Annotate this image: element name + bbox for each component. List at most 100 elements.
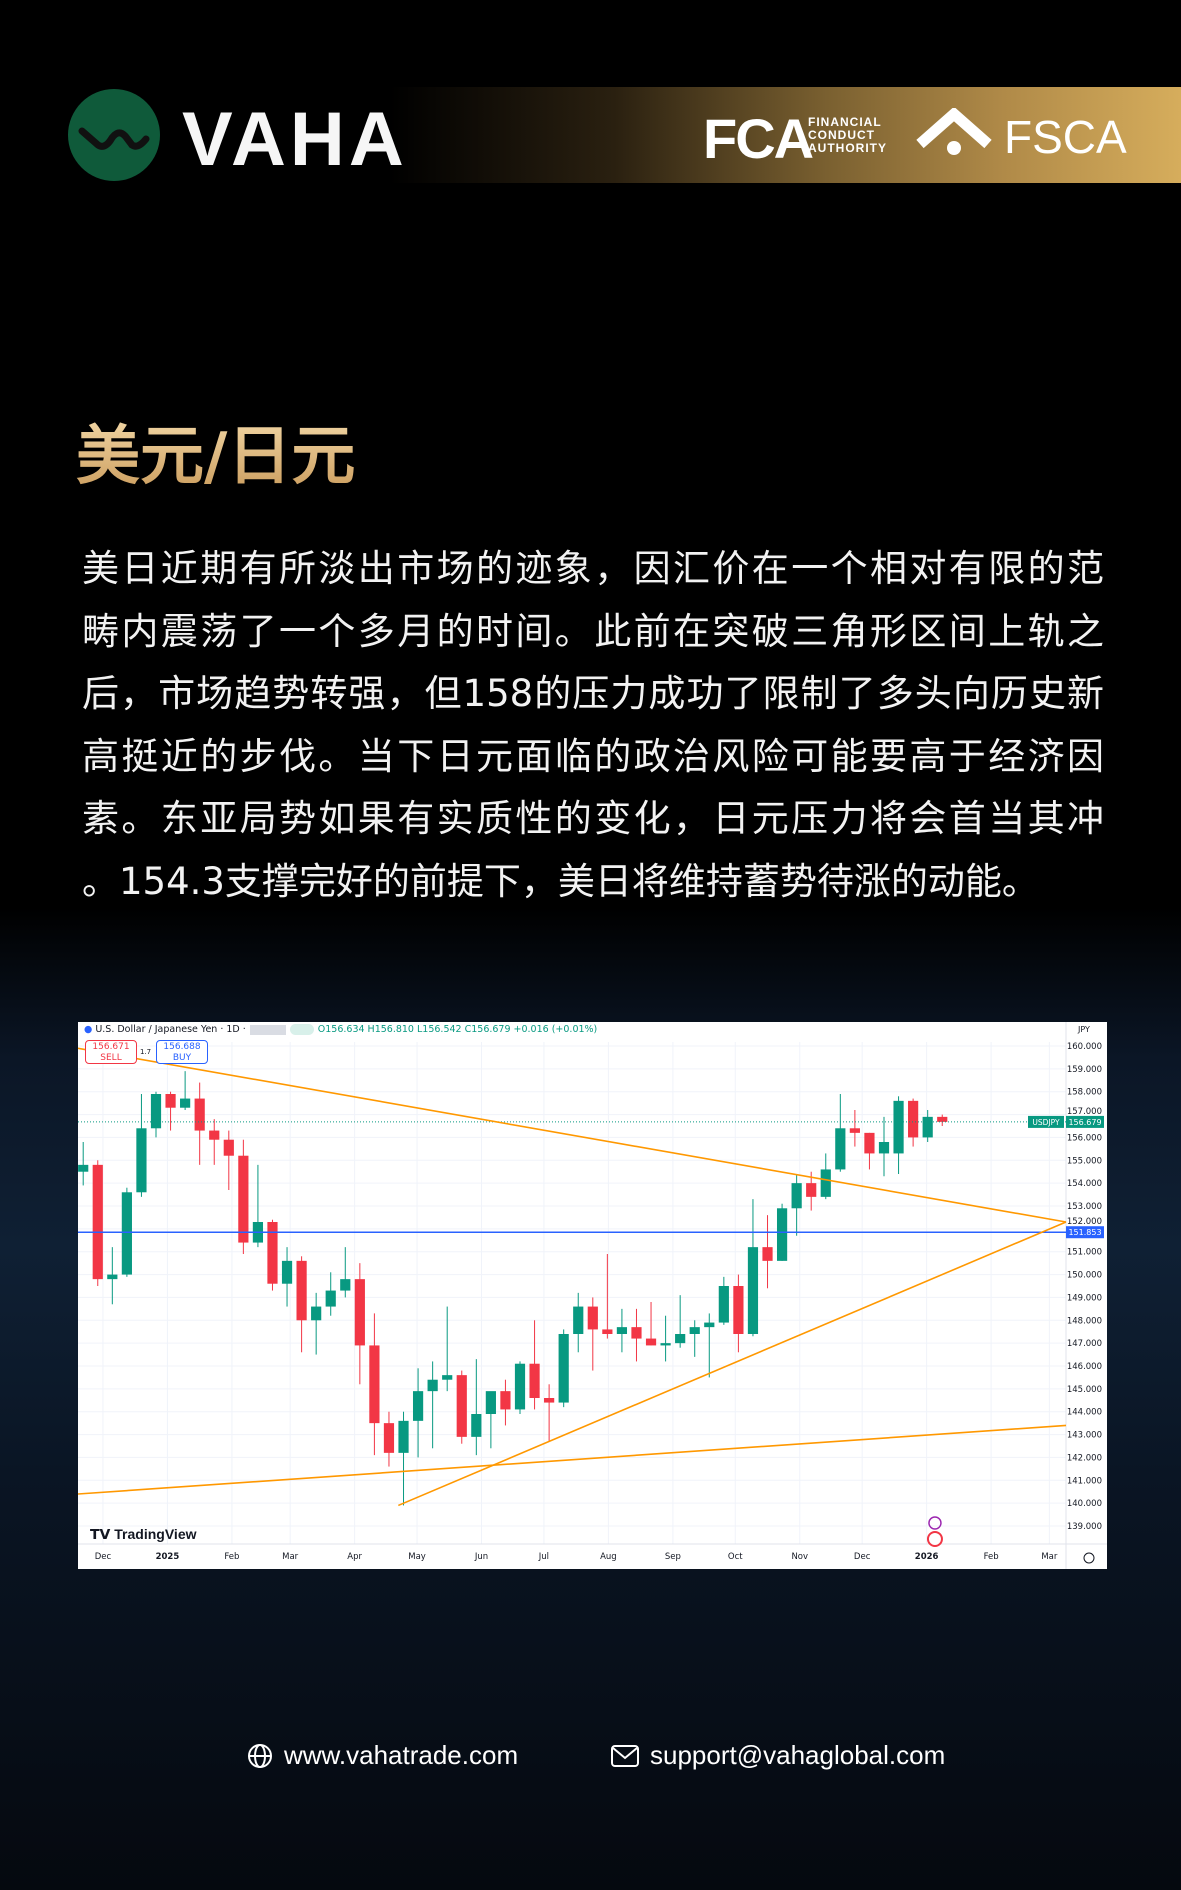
x-tick-label: Feb (984, 1552, 999, 1562)
fca-line: CONDUCT (808, 128, 875, 142)
text-line: 素。东亚局势如果有实质性的变化，日元压力将会首当其冲 (82, 797, 1104, 840)
redacted (249, 1024, 286, 1035)
trendline (78, 1424, 1067, 1495)
symbol-tag: USDJPY (1032, 1118, 1060, 1127)
last-price-tag: 156.679 (1068, 1118, 1101, 1127)
candle-body (544, 1398, 555, 1403)
mail-icon (611, 1744, 639, 1767)
y-tick-label: 157.000 (1067, 1107, 1102, 1117)
y-tick-label: 152.000 (1067, 1217, 1102, 1227)
x-tick-label: Jul (538, 1552, 549, 1562)
x-tick-label: Mar (282, 1552, 299, 1562)
candle-body (937, 1116, 948, 1122)
y-tick-label: 146.000 (1067, 1362, 1102, 1372)
brand-name: VAHA (182, 97, 408, 182)
y-tick-label: 150.000 (1067, 1271, 1102, 1281)
x-tick-label: Sep (665, 1552, 681, 1562)
candle-body (194, 1098, 205, 1131)
symbol-tag-bg (1028, 1115, 1064, 1128)
y-tick-label: 151.000 (1067, 1248, 1102, 1258)
candle-body (747, 1247, 759, 1334)
y-tick-label: 143.000 (1067, 1431, 1102, 1441)
candle-body (602, 1329, 613, 1334)
currency-label: JPY (1077, 1025, 1090, 1034)
fsca-logo-icon (916, 108, 992, 155)
candle-body (92, 1164, 103, 1280)
candle-body (776, 1208, 788, 1261)
tradingview-logo: 𝗧𝗩 TradingView (90, 1526, 197, 1542)
candle-body (471, 1414, 482, 1437)
fca-line: AUTHORITY (808, 141, 887, 155)
text-line: 。154.3支撑完好的前提下，美日将维持蓄势待涨的动能。 (82, 859, 1039, 903)
candle-body (500, 1391, 511, 1410)
trendline (78, 1047, 1067, 1223)
candle-body (136, 1128, 147, 1193)
candle-body (791, 1183, 802, 1209)
candle-body (456, 1375, 467, 1437)
candle-body (121, 1192, 132, 1275)
email-text: support@vahaglobal.com (650, 1740, 946, 1770)
y-tick-label: 148.000 (1067, 1316, 1102, 1326)
candle-body (180, 1098, 191, 1108)
candle-body (485, 1391, 496, 1414)
candle-body (849, 1128, 860, 1133)
fca-logo: FCA (703, 107, 814, 170)
fca-fullname: FINANCIAL CONDUCT AUTHORITY (808, 116, 887, 155)
text-line: 畴内震荡了一个多月的时间。此前在突破三角形区间上轨之 (82, 609, 1104, 653)
chart-header: ● U.S. Dollar / Japanese Yen · 1D · O156.… (84, 1024, 597, 1035)
website-text: www.vahatrade.com (284, 1740, 519, 1770)
x-tick-label: Aug (600, 1552, 617, 1562)
sell-price: 156.671 (92, 1042, 130, 1052)
sell-button[interactable]: 156.671 SELL (85, 1040, 137, 1064)
candle-body (267, 1222, 278, 1284)
candle-body (573, 1306, 584, 1334)
fca-line: FINANCIAL (808, 115, 882, 129)
globe-icon (248, 1743, 272, 1768)
candle-body (223, 1139, 234, 1156)
candle-body (296, 1260, 307, 1321)
candle-body (893, 1100, 904, 1154)
y-tick-label: 142.000 (1067, 1453, 1102, 1463)
x-tick-label: Mar (1041, 1552, 1058, 1562)
us-flag-event-icon (926, 1531, 943, 1547)
candle-body (281, 1260, 293, 1284)
email-link[interactable]: support@vahaglobal.com (610, 1740, 945, 1771)
y-tick-label: 147.000 (1067, 1339, 1102, 1349)
x-tick-label: 2026 (915, 1552, 939, 1562)
candle-body (442, 1375, 453, 1380)
candle-body (718, 1286, 729, 1323)
analysis-text: 美日近期有所淡出市场的迹象，因汇价在一个相对有限的范 畴内震荡了一个多月的时间。… (82, 538, 1104, 913)
ohlc-readout: O156.634 H156.810 L156.542 C156.679 +0.0… (317, 1024, 598, 1035)
chart-canvas: 160.000 159.000 158.000 157.000 156.000 155.0… (78, 1022, 1107, 1569)
y-tick-label: 145.000 (1067, 1385, 1102, 1395)
y-tick-label: 159.000 (1067, 1065, 1102, 1075)
buy-label: BUY (172, 1053, 192, 1063)
fsca-logo: FSCA (1004, 111, 1127, 163)
x-tick-label: Apr (347, 1552, 362, 1562)
x-tick-label: Jun (474, 1552, 488, 1562)
candle-body (412, 1391, 424, 1421)
x-tick-label: Dec (95, 1552, 112, 1562)
candle-body (383, 1423, 395, 1453)
candle-body (150, 1094, 162, 1129)
x-tick-label: May (408, 1552, 426, 1562)
candle-body (922, 1116, 933, 1138)
spread: 1.7 (140, 1048, 152, 1056)
buy-button[interactable]: 156.688 BUY (156, 1040, 208, 1064)
candle-body (806, 1183, 817, 1197)
candle-body (427, 1379, 438, 1392)
x-tick-label: Dec (854, 1552, 871, 1562)
candle-body (820, 1169, 831, 1197)
y-tick-label: 158.000 (1067, 1088, 1102, 1098)
status-indicator (289, 1024, 314, 1035)
y-tick-label: 155.000 (1067, 1156, 1102, 1166)
candle-body (209, 1130, 220, 1140)
candle-body (354, 1279, 365, 1346)
y-tick-label: 160.000 (1067, 1042, 1102, 1052)
candle-body (704, 1322, 715, 1328)
candle-body (311, 1306, 322, 1321)
price-chart: 160.000 159.000 158.000 157.000 156.000 155.0… (78, 1022, 1107, 1569)
candle-body (835, 1128, 846, 1170)
website-link[interactable]: www.vahatrade.com (246, 1740, 518, 1771)
